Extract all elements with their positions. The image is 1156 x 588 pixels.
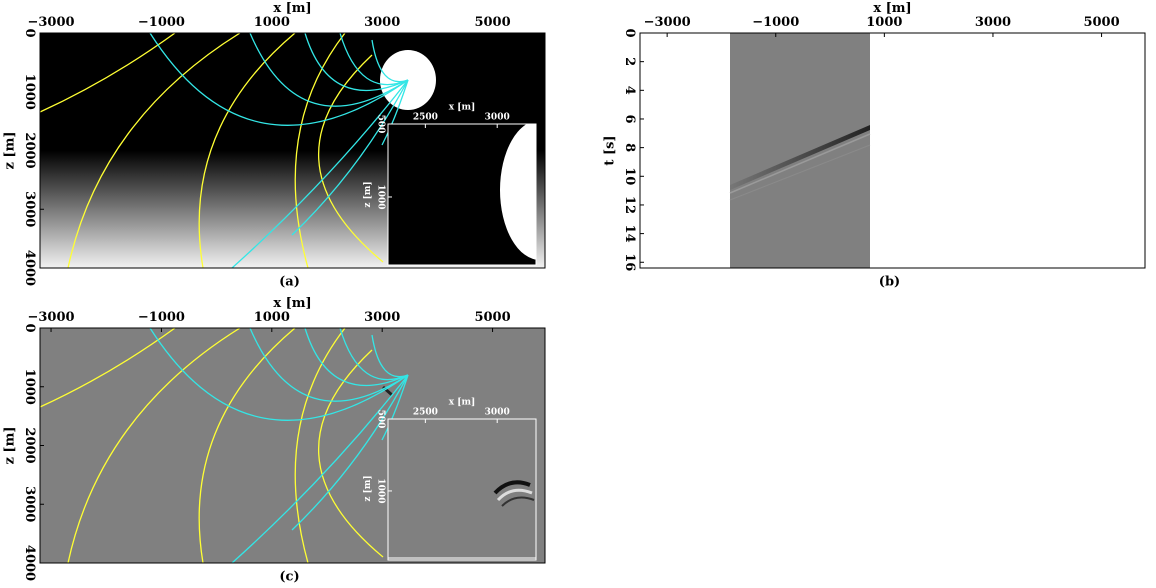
y-tick-label: 2000 (22, 132, 37, 168)
x-tick-label: 3000 (485, 112, 510, 122)
frame (640, 33, 1145, 268)
x-tick-label: 1000 (866, 15, 902, 30)
y-tick-label: 1000 (375, 478, 385, 503)
x-tick-label: −1000 (752, 15, 799, 30)
y-tick-label: 4 (622, 86, 637, 95)
y-axis-label: z [m] (363, 475, 373, 501)
y-axis-label: z [m] (3, 427, 18, 465)
y-axis-label: t [s] (603, 135, 618, 165)
x-tick-label: 5000 (1083, 15, 1119, 30)
y-tick-label: 4000 (22, 250, 37, 286)
y-tick-label: 0 (22, 323, 37, 332)
figure: −3000−100010003000500001000200030004000x… (0, 0, 1156, 588)
x-tick-label: 5000 (474, 310, 510, 325)
panel-c-image (40, 328, 545, 563)
y-tick-label: 16 (622, 253, 637, 271)
x-tick-label: 1000 (254, 15, 290, 30)
x-tick-label: 1000 (254, 310, 290, 325)
x-tick-label: 2500 (413, 112, 438, 122)
x-tick-label: 3000 (975, 15, 1011, 30)
y-axis-label: z [m] (3, 132, 18, 170)
y-tick-label: 12 (622, 196, 637, 214)
y-axis-label: z [m] (363, 181, 373, 207)
x-tick-label: −1000 (138, 15, 185, 30)
y-tick-label: 1000 (375, 184, 385, 209)
panel-a-image (40, 33, 580, 268)
y-tick-label: 6 (622, 114, 637, 123)
x-axis-label: x [m] (449, 102, 476, 112)
x-tick-label: −1000 (138, 310, 185, 325)
y-tick-label: 3000 (22, 486, 37, 522)
y-tick-label: 1000 (22, 369, 37, 405)
caption: (a) (279, 275, 300, 290)
x-tick-label: −3000 (644, 15, 691, 30)
x-tick-label: 5000 (474, 15, 510, 30)
y-tick-label: 0 (622, 28, 637, 37)
y-tick-label: 3000 (22, 191, 37, 227)
x-tick-label: 2500 (413, 407, 438, 417)
x-axis-label: x [m] (273, 1, 311, 16)
y-tick-label: 2 (622, 57, 637, 66)
y-tick-label: 500 (375, 410, 385, 429)
x-axis-label: x [m] (449, 397, 476, 407)
x-axis-label: x [m] (273, 296, 311, 311)
caption: (c) (279, 570, 299, 585)
y-tick-label: 8 (622, 143, 637, 152)
x-axis-label: x [m] (873, 1, 911, 16)
y-tick-label: 1000 (22, 74, 37, 110)
x-tick-label: 3000 (485, 407, 510, 417)
y-tick-label: 4000 (22, 545, 37, 581)
caption: (b) (879, 275, 900, 290)
y-tick-label: 10 (622, 167, 637, 185)
y-tick-label: 0 (22, 28, 37, 37)
y-tick-label: 14 (622, 225, 637, 243)
y-tick-label: 500 (375, 115, 385, 134)
x-tick-label: 3000 (364, 310, 400, 325)
y-tick-label: 2000 (22, 427, 37, 463)
x-tick-label: 3000 (364, 15, 400, 30)
panel-b-image (730, 33, 870, 268)
